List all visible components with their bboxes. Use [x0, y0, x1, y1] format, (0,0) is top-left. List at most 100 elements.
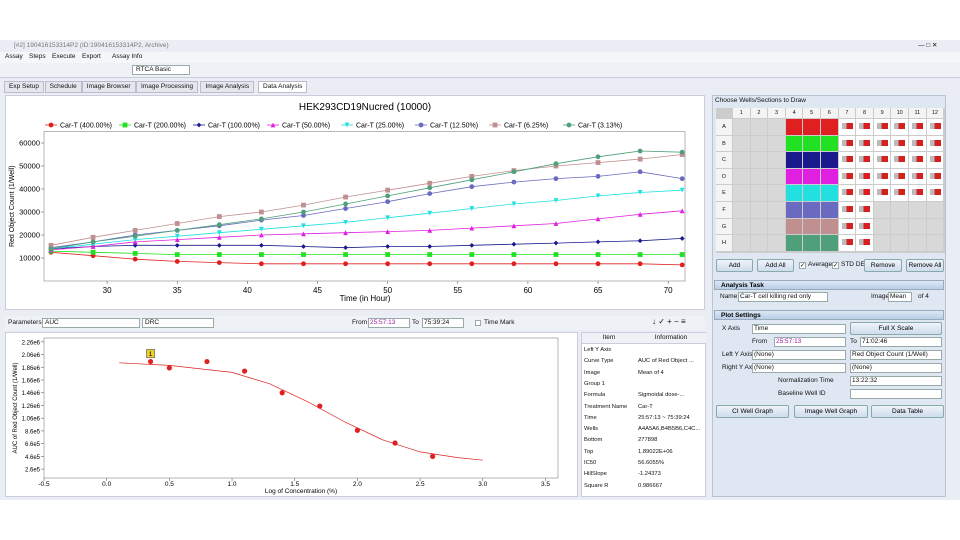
graph-button[interactable]: Image Well Graph	[794, 405, 868, 418]
well[interactable]	[891, 202, 908, 218]
well[interactable]	[856, 169, 873, 185]
time-mark-check[interactable]	[475, 320, 481, 326]
well[interactable]	[856, 136, 873, 152]
well-selected[interactable]	[803, 152, 820, 168]
well[interactable]	[751, 152, 768, 168]
well[interactable]	[856, 185, 873, 201]
add-button[interactable]: Add	[716, 259, 753, 272]
menu-item[interactable]: Execute	[52, 52, 76, 62]
well[interactable]	[874, 136, 891, 152]
well-selected[interactable]	[786, 235, 803, 251]
well[interactable]	[751, 235, 768, 251]
well[interactable]	[874, 202, 891, 218]
well-selected[interactable]	[821, 119, 838, 135]
well[interactable]	[768, 152, 785, 168]
tab[interactable]: Schedule	[45, 81, 82, 93]
well[interactable]	[891, 119, 908, 135]
well[interactable]	[839, 169, 856, 185]
remove-button[interactable]: Remove	[864, 259, 902, 272]
full-scale-button[interactable]: Full X Scale	[850, 322, 942, 335]
well[interactable]	[768, 185, 785, 201]
well[interactable]	[927, 152, 944, 168]
well[interactable]	[909, 219, 926, 235]
well-selected[interactable]	[821, 235, 838, 251]
well[interactable]	[927, 235, 944, 251]
well[interactable]	[874, 185, 891, 201]
well-selected[interactable]	[786, 169, 803, 185]
well-selected[interactable]	[803, 235, 820, 251]
well[interactable]	[839, 152, 856, 168]
well[interactable]	[839, 202, 856, 218]
well-selected[interactable]	[803, 185, 820, 201]
well[interactable]	[891, 219, 908, 235]
well-selected[interactable]	[821, 202, 838, 218]
well[interactable]	[751, 119, 768, 135]
well-selected[interactable]	[786, 119, 803, 135]
well[interactable]	[733, 119, 750, 135]
well-selected[interactable]	[803, 219, 820, 235]
well-selected[interactable]	[803, 119, 820, 135]
well[interactable]	[751, 136, 768, 152]
remove-all-button[interactable]: Remove All	[906, 259, 944, 272]
well[interactable]	[874, 235, 891, 251]
well[interactable]	[909, 152, 926, 168]
well[interactable]	[751, 169, 768, 185]
well[interactable]	[927, 219, 944, 235]
well-selected[interactable]	[821, 185, 838, 201]
well[interactable]	[768, 169, 785, 185]
menu-item[interactable]: Assay	[5, 52, 23, 62]
well-selected[interactable]	[786, 202, 803, 218]
well[interactable]	[733, 185, 750, 201]
well[interactable]	[909, 119, 926, 135]
well-selected[interactable]	[786, 219, 803, 235]
tab[interactable]: Image Browser	[82, 81, 136, 93]
well[interactable]	[839, 185, 856, 201]
well[interactable]	[733, 202, 750, 218]
well[interactable]	[856, 119, 873, 135]
well[interactable]	[733, 169, 750, 185]
well[interactable]	[874, 219, 891, 235]
well[interactable]	[927, 119, 944, 135]
well[interactable]	[891, 235, 908, 251]
tab[interactable]: Image Processing	[136, 81, 198, 93]
well[interactable]	[927, 185, 944, 201]
well[interactable]	[751, 219, 768, 235]
well[interactable]	[927, 202, 944, 218]
well[interactable]	[891, 152, 908, 168]
well-selected[interactable]	[821, 152, 838, 168]
well[interactable]	[927, 169, 944, 185]
well[interactable]	[839, 119, 856, 135]
well[interactable]	[733, 136, 750, 152]
average-check[interactable]: ✓	[799, 262, 806, 269]
well[interactable]	[839, 235, 856, 251]
menu-item[interactable]: Export	[82, 52, 101, 62]
well[interactable]	[839, 219, 856, 235]
well[interactable]	[768, 202, 785, 218]
well[interactable]	[891, 136, 908, 152]
well[interactable]	[768, 136, 785, 152]
well-selected[interactable]	[786, 152, 803, 168]
tab[interactable]: Image Analysis	[200, 81, 254, 93]
menu-item[interactable]: Steps	[29, 52, 46, 62]
well[interactable]	[909, 169, 926, 185]
well[interactable]	[768, 219, 785, 235]
well-selected[interactable]	[803, 136, 820, 152]
well-selected[interactable]	[821, 169, 838, 185]
well-selected[interactable]	[786, 185, 803, 201]
menu-item[interactable]: Assay Info	[112, 52, 142, 62]
well[interactable]	[856, 202, 873, 218]
well-selected[interactable]	[821, 219, 838, 235]
well[interactable]	[909, 202, 926, 218]
well-selected[interactable]	[803, 202, 820, 218]
well[interactable]	[768, 235, 785, 251]
well[interactable]	[927, 136, 944, 152]
well[interactable]	[891, 169, 908, 185]
well-selected[interactable]	[786, 136, 803, 152]
graph-button[interactable]: CI Well Graph	[716, 405, 789, 418]
std-check[interactable]: ✓	[832, 262, 839, 269]
well[interactable]	[891, 185, 908, 201]
well[interactable]	[839, 136, 856, 152]
well[interactable]	[856, 219, 873, 235]
well-selected[interactable]	[821, 136, 838, 152]
add-all-button[interactable]: Add All	[757, 259, 794, 272]
